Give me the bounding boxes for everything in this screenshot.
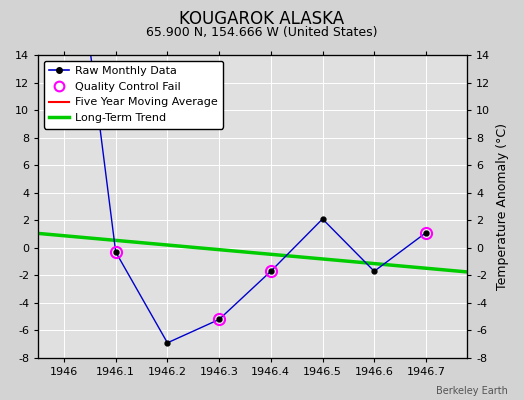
Text: KOUGAROK ALASKA: KOUGAROK ALASKA [179, 10, 345, 28]
Text: 65.900 N, 154.666 W (United States): 65.900 N, 154.666 W (United States) [146, 26, 378, 39]
Text: Berkeley Earth: Berkeley Earth [436, 386, 508, 396]
Y-axis label: Temperature Anomaly (°C): Temperature Anomaly (°C) [496, 123, 509, 290]
Legend: Raw Monthly Data, Quality Control Fail, Five Year Moving Average, Long-Term Tren: Raw Monthly Data, Quality Control Fail, … [43, 61, 223, 128]
